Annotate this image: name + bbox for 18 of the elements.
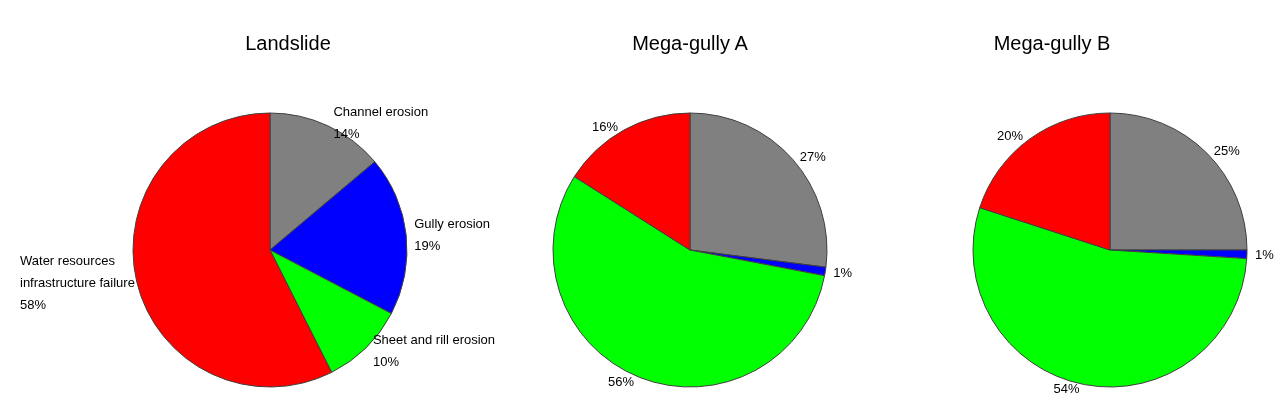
chart-title: Mega-gully B xyxy=(993,32,1111,54)
data-label: 10% xyxy=(372,353,400,369)
data-label: 56% xyxy=(608,373,635,389)
data-label: 19% xyxy=(414,238,441,254)
data-label: 25% xyxy=(1213,142,1241,158)
data-label: 1% xyxy=(833,264,853,280)
slice-label: Gully erosion xyxy=(414,216,491,232)
data-label: 16% xyxy=(592,118,619,134)
chart-title: Mega-gully A xyxy=(632,32,749,54)
slice-label: Channel erosion xyxy=(333,103,429,119)
slice-label: Water resources infrastructure failure xyxy=(20,253,135,291)
data-label: 20% xyxy=(997,128,1024,144)
data-label: 54% xyxy=(1053,381,1081,396)
data-label: 58% xyxy=(20,297,47,313)
data-label: 1% xyxy=(1254,246,1275,262)
slice-label: Sheet and rill erosion xyxy=(372,331,496,347)
chart-title: Landslide xyxy=(245,32,331,54)
data-label: 27% xyxy=(799,149,827,165)
